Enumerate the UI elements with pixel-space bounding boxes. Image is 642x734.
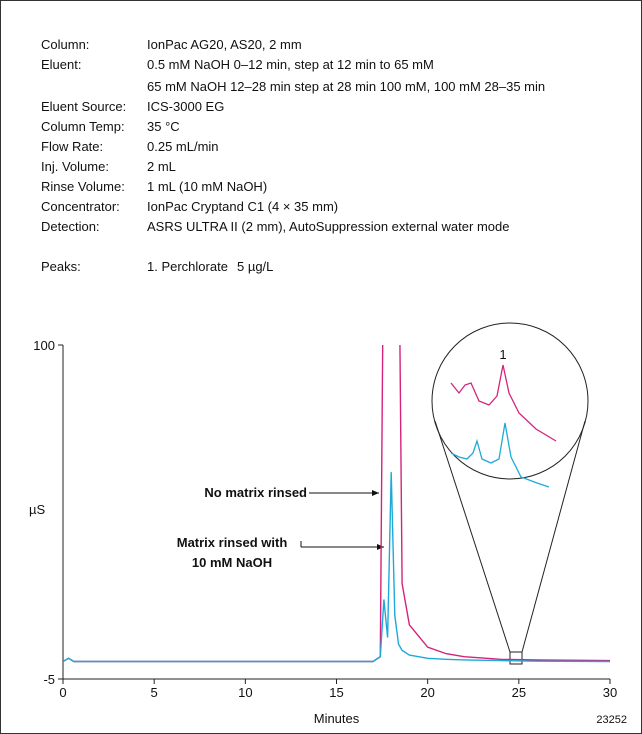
y-tick-label: 100 <box>33 338 55 353</box>
condition-label: Flow Rate: <box>41 139 104 154</box>
peaks-label: Peaks: <box>41 259 81 274</box>
inset-trace <box>450 364 557 442</box>
condition-value: 0.25 mL/min <box>147 139 219 154</box>
condition-value: 0.5 mM NaOH 0–12 min, step at 12 min to … <box>147 57 434 72</box>
x-tick-label: 25 <box>512 685 526 700</box>
inset-connector <box>434 420 511 653</box>
x-tick-label: 30 <box>603 685 617 700</box>
series-label: Matrix rinsed with 10 mM NaOH <box>176 535 288 570</box>
x-tick-label: 15 <box>329 685 343 700</box>
condition-label: Column Temp: <box>41 119 125 134</box>
condition-label: Column: <box>41 37 90 52</box>
zoom-box <box>509 651 523 665</box>
x-tick-label: 20 <box>420 685 434 700</box>
inset-connector <box>521 420 586 653</box>
inset-circle <box>431 322 589 480</box>
series-line <box>63 472 611 663</box>
inset-trace <box>450 422 550 488</box>
condition-value: IonPac Cryptand C1 (4 × 35 mm) <box>147 199 339 214</box>
peak-amount: 5 µg/L <box>237 259 274 274</box>
x-tick-label: 5 <box>151 685 158 700</box>
condition-label: Concentrator: <box>41 199 120 214</box>
y-axis-label: µS <box>29 502 45 517</box>
x-tick-label: 0 <box>59 685 66 700</box>
condition-value: 1 mL (10 mM NaOH) <box>147 179 268 194</box>
condition-value: 2 mL <box>147 159 176 174</box>
condition-value: 65 mM NaOH 12–28 min step at 28 min 100 … <box>147 79 546 94</box>
x-axis-label: Minutes <box>314 711 360 726</box>
figure-number: 23252 <box>596 714 627 726</box>
condition-label: Eluent Source: <box>41 99 127 114</box>
x-tick-label: 10 <box>238 685 252 700</box>
condition-value: IonPac AG20, AS20, 2 mm <box>147 37 302 52</box>
condition-label: Eluent: <box>41 57 82 72</box>
series-label: No matrix rinsed <box>204 485 307 500</box>
peak-label: 1 <box>499 347 506 362</box>
condition-label: Inj. Volume: <box>41 159 109 174</box>
condition-value: ASRS ULTRA II (2 mm), AutoSuppression ex… <box>147 219 510 234</box>
condition-label: Rinse Volume: <box>41 179 125 194</box>
peak-name: 1. Perchlorate <box>147 259 228 274</box>
condition-label: Detection: <box>41 219 100 234</box>
condition-value: 35 °C <box>147 119 180 134</box>
arrowhead <box>372 490 379 496</box>
y-tick-label: -5 <box>43 672 55 687</box>
condition-value: ICS-3000 EG <box>147 99 225 114</box>
